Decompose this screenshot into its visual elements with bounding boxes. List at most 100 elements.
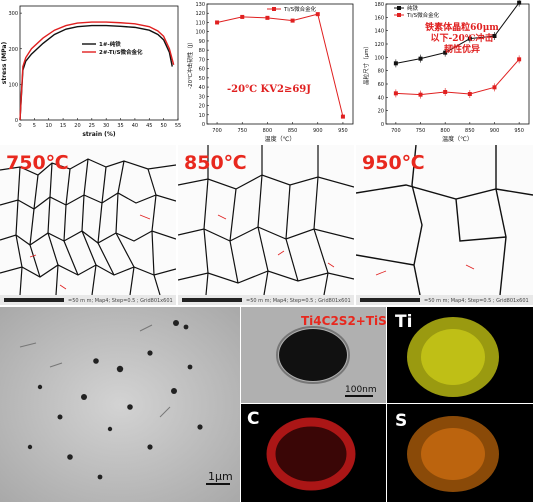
x-tick-label: 30 bbox=[103, 123, 109, 129]
y-tick-label: 110 bbox=[195, 20, 205, 26]
y-tick-label: 300 bbox=[8, 11, 18, 17]
x-tick-label: 15 bbox=[60, 123, 66, 129]
x-tick-label: 0 bbox=[18, 123, 21, 129]
impact-chart: 700 750 800 850 900 950 0 10 20 30 40 50 60 70 80 90 100… bbox=[186, 2, 354, 143]
x-tick-label: 950 bbox=[338, 128, 348, 134]
micrograph-850: =50 m m; Map4; Step=0.5 ; Grid801x601 85… bbox=[178, 145, 354, 305]
data-point bbox=[315, 12, 320, 17]
x-tick-label: 900 bbox=[313, 128, 323, 134]
data-point bbox=[443, 50, 448, 55]
data-point bbox=[467, 36, 472, 41]
x-tick-label: 750 bbox=[416, 128, 426, 134]
legend-marker bbox=[272, 7, 276, 11]
micrograph-950: =50 m m; Map4; Step=0.5 ; Grid801x601 95… bbox=[356, 145, 533, 305]
y-tick-label: 200 bbox=[8, 47, 18, 53]
x-tick-label: 850 bbox=[465, 128, 475, 134]
series-line-1 bbox=[19, 24, 173, 121]
x-tick-label: 950 bbox=[514, 128, 524, 134]
x-tick-label: 700 bbox=[391, 128, 401, 134]
legend-label: Ti/S微合金化 bbox=[283, 5, 317, 13]
x-tick-label: 850 bbox=[288, 128, 298, 134]
svg-text:=50 m m; Map4; Step=0.5 ; Grid: =50 m m; Map4; Step=0.5 ; Grid801x601 bbox=[68, 298, 173, 304]
y-tick-label: 10 bbox=[199, 113, 205, 119]
svg-text:=50 m m; Map4; Step=0.5 ; Grid: =50 m m; Map4; Step=0.5 ; Grid801x601 bbox=[246, 298, 351, 304]
y-tick-label: 30 bbox=[199, 94, 205, 100]
plot-frame bbox=[206, 3, 354, 125]
y-tick-label: 90 bbox=[199, 39, 205, 45]
legend-label: 纯铁 bbox=[407, 4, 419, 12]
s-label: S bbox=[395, 411, 407, 431]
series-line-2 bbox=[395, 59, 520, 96]
c-label: C bbox=[247, 409, 259, 429]
plot-frame bbox=[385, 3, 530, 125]
svg-text:=50 m m; Map4; Step=0.5 ; Grid: =50 m m; Map4; Step=0.5 ; Grid801x601 bbox=[424, 298, 529, 304]
y-axis-label: stress (MPa) bbox=[1, 42, 8, 85]
data-point bbox=[393, 61, 398, 66]
stress-strain-panel: 0 5 10 15 20 25 30 35 40 45 50 55 0 100 200 300 strain (… bbox=[0, 0, 183, 143]
x-tick-label: 800 bbox=[440, 128, 450, 134]
y-tick-label: 0 bbox=[202, 122, 205, 128]
data-point bbox=[340, 114, 345, 119]
grain-chart: 700 750 800 850 900 950 0 20 40 60 80 100 120 140 160 1… bbox=[362, 0, 530, 143]
x-tick-label: 900 bbox=[490, 128, 500, 134]
y-tick-label: 0 bbox=[381, 122, 384, 128]
tem-bright-field: 1μm bbox=[0, 307, 240, 502]
x-tick-label: 800 bbox=[263, 128, 273, 134]
plot-frame bbox=[19, 5, 179, 121]
x-tick-label: 20 bbox=[74, 123, 80, 129]
particle-image: Ti4C2S2+TiS 100nm bbox=[276, 314, 386, 397]
inset-scale-label: 100nm bbox=[345, 385, 377, 395]
series-line bbox=[216, 13, 344, 117]
grain-annotation-line: 铁素体晶粒60μm bbox=[425, 21, 499, 33]
y-tick-label: 40 bbox=[199, 85, 205, 91]
eds-ti: Ti bbox=[387, 307, 533, 403]
series-line-1 bbox=[395, 2, 520, 64]
legend-label: 2#-Ti/S微合金化 bbox=[99, 48, 143, 56]
stress-strain-chart: 0 5 10 15 20 25 30 35 40 45 50 55 0 100 200 300 strain (… bbox=[1, 5, 181, 138]
temp-label-950: 950℃ bbox=[362, 152, 425, 174]
y-tick-label: 180 bbox=[374, 2, 384, 8]
x-tick-label: 700 bbox=[212, 128, 222, 134]
x-tick-label: 750 bbox=[237, 128, 247, 134]
y-tick-label: 20 bbox=[378, 109, 384, 115]
data-point bbox=[215, 20, 220, 25]
s-map: S bbox=[395, 411, 499, 492]
tem-inset: Ti4C2S2+TiS 100nm bbox=[241, 307, 386, 403]
y-axis-label: -20℃冲击韧性（J） bbox=[186, 39, 194, 89]
grain-boundary-image-850: =50 m m; Map4; Step=0.5 ; Grid801x601 85… bbox=[178, 145, 354, 305]
grain-boundary-image-950: =50 m m; Map4; Step=0.5 ; Grid801x601 95… bbox=[356, 145, 533, 305]
y-tick-label: 120 bbox=[195, 11, 205, 17]
data-point bbox=[418, 92, 423, 97]
legend-marker bbox=[397, 13, 401, 17]
temp-label-750: 750℃ bbox=[6, 152, 69, 174]
y-tick-label: 100 bbox=[374, 55, 384, 61]
legend-label: Ti/S微合金化 bbox=[406, 11, 440, 19]
particle-label: Ti4C2S2+TiS bbox=[301, 314, 386, 328]
y-axis-label: 晶粒尺寸（μm） bbox=[362, 43, 370, 85]
impact-annotation: -20℃ KV2≥69J bbox=[227, 84, 311, 95]
x-tick-label: 10 bbox=[46, 123, 52, 129]
c-map: C bbox=[247, 409, 356, 491]
series-line-2 bbox=[19, 21, 175, 121]
eds-c: C bbox=[241, 404, 386, 502]
data-point bbox=[265, 15, 270, 20]
data-point bbox=[290, 18, 295, 23]
x-tick-label: 35 bbox=[117, 123, 123, 129]
y-tick-label: 50 bbox=[199, 76, 205, 82]
x-tick-label: 5 bbox=[33, 123, 36, 129]
y-tick-label: 40 bbox=[378, 95, 384, 101]
data-point bbox=[492, 34, 497, 38]
x-tick-label: 55 bbox=[175, 123, 181, 129]
legend-marker bbox=[397, 6, 401, 10]
impact-panel: 700 750 800 850 900 950 0 10 20 30 40 50 60 70 80 90 100… bbox=[185, 0, 357, 143]
grain-panel: 700 750 800 850 900 950 0 20 40 60 80 100 120 140 160 1… bbox=[358, 0, 533, 143]
tem-image: 1μm bbox=[0, 307, 240, 502]
data-point bbox=[467, 92, 472, 96]
data-point bbox=[517, 0, 522, 5]
y-tick-label: 100 bbox=[195, 30, 205, 36]
y-tick-label: 20 bbox=[199, 104, 205, 110]
y-tick-label: 80 bbox=[378, 69, 384, 75]
data-point bbox=[418, 56, 423, 61]
x-tick-label: 50 bbox=[160, 123, 166, 129]
data-point bbox=[393, 91, 398, 96]
